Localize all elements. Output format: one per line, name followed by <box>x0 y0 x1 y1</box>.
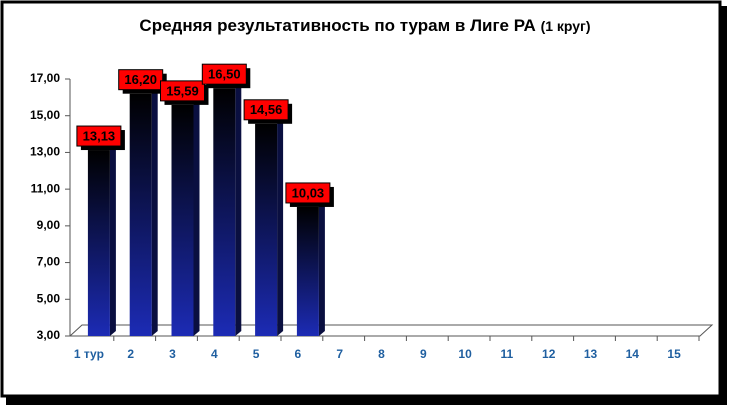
y-tick-label: 17,00 <box>30 71 60 85</box>
x-tick-label: 11 <box>501 347 514 361</box>
bar-side <box>318 201 325 336</box>
bar <box>296 206 319 336</box>
x-tick-label: 3 <box>169 347 176 361</box>
value-label: 10,03 <box>292 185 325 200</box>
bar <box>213 88 236 336</box>
value-label: 15,59 <box>166 83 199 98</box>
y-tick-label: 13,00 <box>30 145 60 159</box>
bar-side <box>277 118 284 336</box>
x-tick-label: 13 <box>584 347 598 361</box>
chart-title: Средняя результативность по турам в Лиге… <box>139 16 590 35</box>
bar <box>171 104 194 336</box>
bar <box>87 150 110 336</box>
floor <box>68 324 714 337</box>
value-label-box <box>76 125 122 147</box>
value-label: 16,50 <box>208 67 241 82</box>
x-tick-label: 6 <box>295 347 302 361</box>
x-tick-label: 8 <box>378 347 385 361</box>
y-tick-label: 9,00 <box>37 218 61 232</box>
title-sub: (1 круг) <box>541 18 591 34</box>
bar <box>255 123 278 336</box>
bar-side <box>151 88 158 336</box>
value-label-box <box>118 69 164 91</box>
x-tick-label: 14 <box>626 347 640 361</box>
x-tick-label: 10 <box>458 347 472 361</box>
y-tick-label: 5,00 <box>37 291 61 305</box>
x-tick-label: 5 <box>253 347 260 361</box>
x-tick-label: 4 <box>211 347 218 361</box>
x-tick-label: 2 <box>127 347 134 361</box>
x-tick-label: 1 тур <box>74 347 104 361</box>
bar <box>129 93 152 336</box>
bar-side <box>193 99 200 336</box>
y-tick-label: 3,00 <box>37 328 61 342</box>
bar-side <box>235 83 242 336</box>
y-tick-label: 11,00 <box>31 181 61 195</box>
value-label-box <box>160 80 205 102</box>
x-tick-label: 12 <box>542 347 556 361</box>
value-label-box <box>285 182 331 204</box>
y-tick-label: 7,00 <box>37 255 61 269</box>
value-label: 16,20 <box>124 72 157 87</box>
x-tick-label: 15 <box>667 347 681 361</box>
y-tick-label: 15,00 <box>30 108 60 122</box>
value-label: 14,56 <box>250 102 283 117</box>
value-label: 13,13 <box>83 128 116 143</box>
x-tick-label: 9 <box>420 347 427 361</box>
value-label-box <box>243 99 289 121</box>
bar-side <box>109 145 116 336</box>
x-tick-label: 7 <box>336 347 343 361</box>
value-label-box <box>201 63 247 85</box>
title-main: Средняя результативность по турам в Лиге… <box>139 16 535 35</box>
